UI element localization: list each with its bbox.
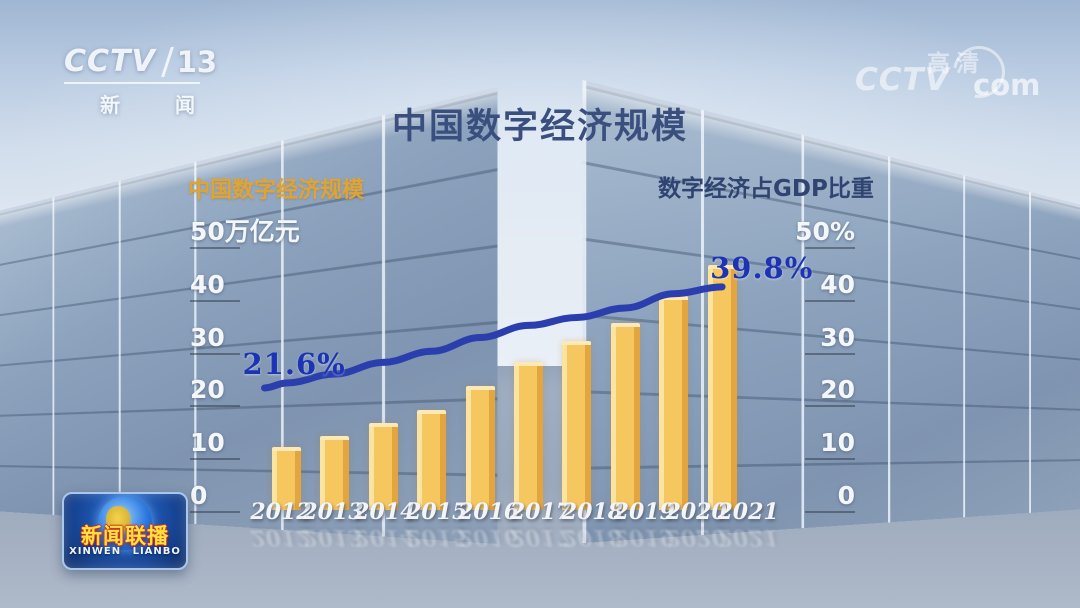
- tick-mark: [805, 300, 855, 302]
- cctv13-logo-row: CCTV 13: [64, 44, 219, 79]
- right-axis-tick-50: 50%: [795, 218, 855, 249]
- tick-mark: [190, 511, 240, 513]
- bar-2019: [611, 323, 640, 510]
- tick-mark: [805, 353, 855, 355]
- right-axis-tick-30: 30: [805, 324, 855, 355]
- left-axis-tick-10: 10: [190, 429, 240, 460]
- tick-label: 40: [820, 271, 855, 299]
- tick-label: 0: [838, 482, 855, 510]
- xinwen-lianbo-logo: 新闻联播 XINWEN LIANBO: [62, 492, 188, 570]
- tick-label: 40: [190, 271, 225, 299]
- tick-label: 0: [190, 482, 207, 510]
- watermark-domain: com: [973, 68, 1040, 102]
- right-axis-tick-10: 10: [805, 429, 855, 460]
- bar-2015: [417, 410, 446, 510]
- tick-label: 50%: [795, 218, 855, 246]
- cctv-com-watermark: CCTV 高清 com: [855, 44, 1040, 106]
- cctv13-logo: CCTV 13 新 闻: [64, 44, 219, 118]
- tick-mark: [190, 247, 240, 249]
- broadcast-frame: 中国数字经济规模 中国数字经济规模 数字经济占GDP比重 CCTV 13 新 闻…: [0, 0, 1080, 608]
- tick-mark: [190, 405, 240, 407]
- tick-label: 30: [190, 324, 225, 352]
- tick-mark: [805, 511, 855, 513]
- tick-mark: [190, 300, 240, 302]
- bar-2020: [659, 296, 688, 510]
- tick-label: 10: [820, 429, 855, 457]
- tick-mark: [805, 405, 855, 407]
- bar-2017: [514, 362, 543, 510]
- left-axis-tick-40: 40: [190, 271, 240, 302]
- right-axis-tick-0: 0: [805, 482, 855, 513]
- left-axis-tick-50: 50万亿元: [190, 218, 300, 249]
- left-axis-tick-0: 0: [190, 482, 240, 513]
- logo-underline: [64, 82, 200, 84]
- tick-mark: [190, 353, 240, 355]
- tick-label: 20: [190, 376, 225, 404]
- year-reflection-2021: 2021: [717, 524, 779, 550]
- channel-name: 新 闻: [100, 89, 219, 118]
- bar-2018: [562, 341, 591, 510]
- annotation-39.8%: 39.8%: [710, 251, 813, 285]
- right-axis-tick-20: 20: [805, 376, 855, 407]
- tick-mark: [805, 458, 855, 460]
- legend-bar-series: 中国数字经济规模: [188, 172, 364, 204]
- tick-label: 50万亿元: [190, 218, 300, 246]
- logo-slash-icon: [161, 47, 174, 77]
- tick-label: 20: [820, 376, 855, 404]
- tick-label: 30: [820, 324, 855, 352]
- cctv-wordmark: CCTV: [64, 44, 156, 79]
- tick-label: 10: [190, 429, 225, 457]
- annotation-21.6%: 21.6%: [243, 347, 346, 381]
- bar-2016: [466, 386, 495, 510]
- legend-line-series: 数字经济占GDP比重: [658, 169, 874, 203]
- bar-2021: [708, 265, 737, 510]
- program-title-pinyin: XINWEN LIANBO: [64, 546, 186, 557]
- left-axis-tick-30: 30: [190, 324, 240, 355]
- tick-mark: [190, 458, 240, 460]
- channel-number: 13: [177, 45, 217, 79]
- tick-mark: [805, 247, 855, 249]
- left-axis-tick-20: 20: [190, 376, 240, 407]
- year-label-2021: 2021: [717, 499, 779, 525]
- bar-2014: [369, 423, 398, 510]
